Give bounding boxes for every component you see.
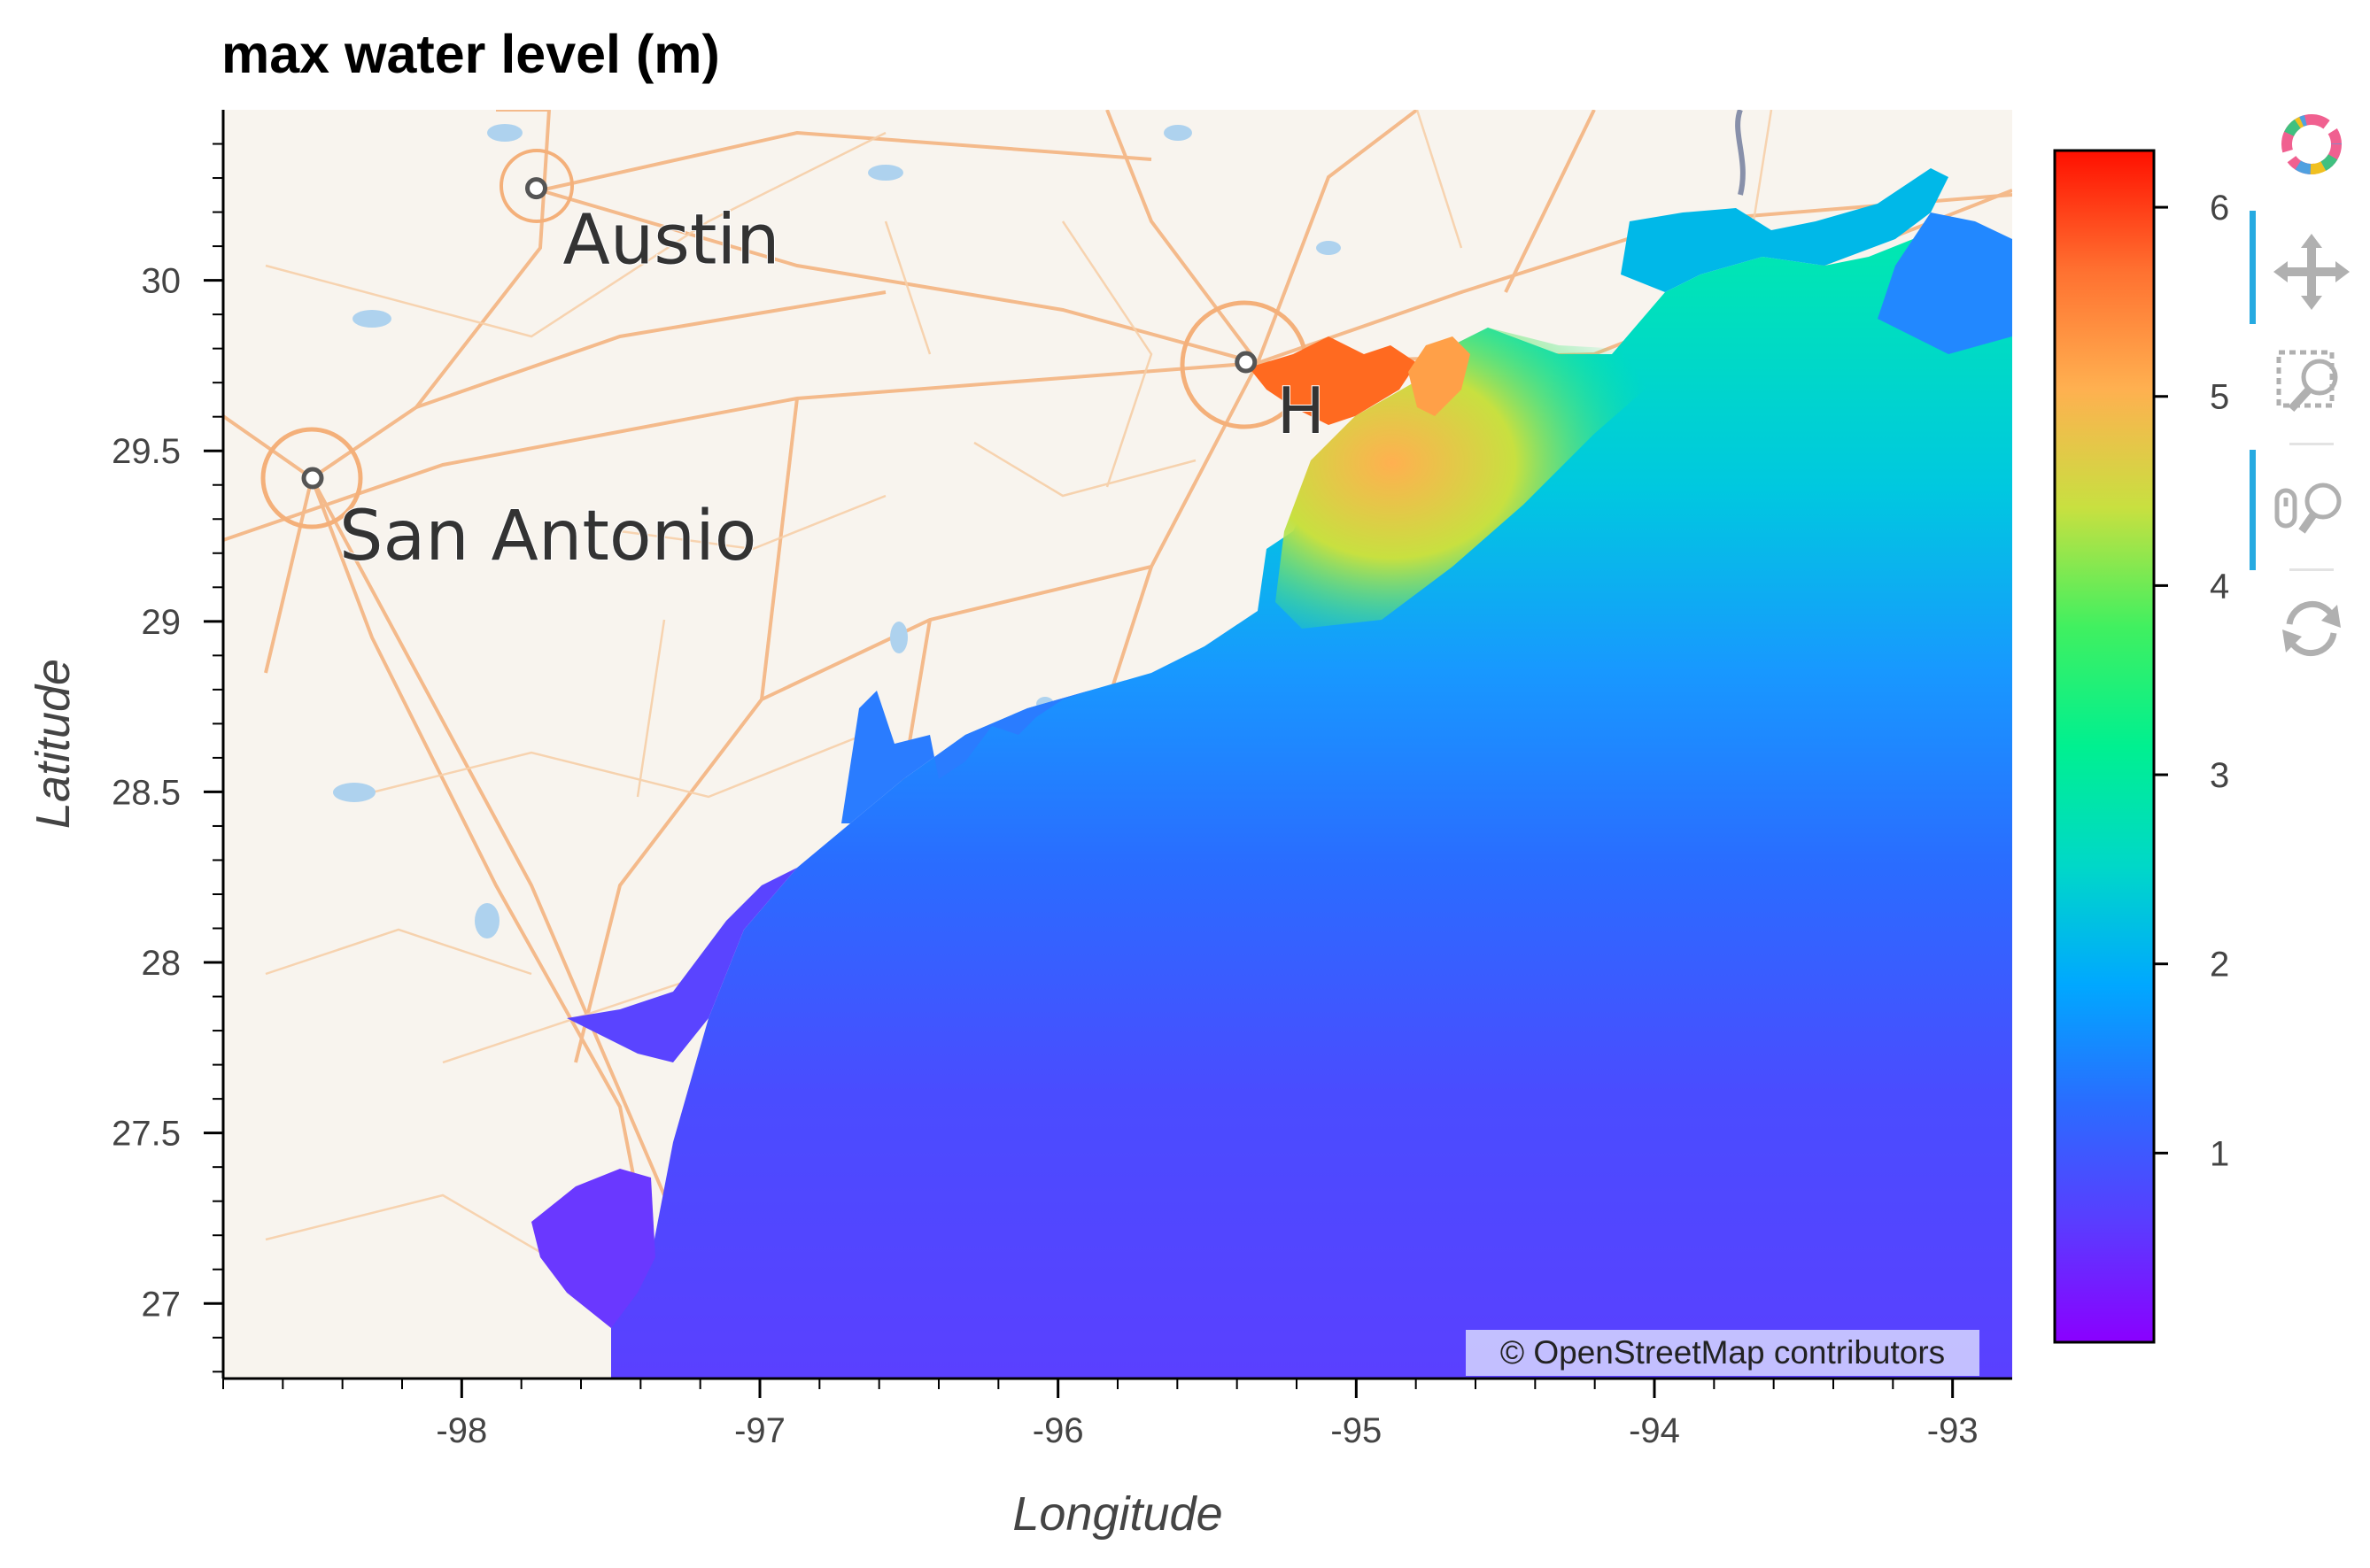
y-tick-label: 30 (142, 262, 182, 301)
y-tick-label: 28.5 (112, 773, 181, 812)
colorbar: 1 2 3 4 5 6 (2053, 149, 2229, 1344)
y-axis-minor-ticks (213, 143, 223, 1373)
x-axis-label: Longitude (1012, 1487, 1222, 1541)
bokeh-logo-icon[interactable] (2272, 104, 2351, 184)
sea-water-level (611, 239, 2012, 1379)
urban-ring-austin (500, 149, 574, 223)
x-axis-ticks: -98 -97 -96 -95 -94 -93 (436, 1379, 1979, 1450)
y-axis-label: Latitude (27, 659, 80, 829)
y-axis-ticks: 27 27.5 28 28.5 29 29.5 30 (112, 262, 223, 1324)
corpus-bays (567, 868, 797, 1062)
colorbar-tick-label: 2 (2210, 946, 2229, 985)
y-tick-label: 28 (142, 944, 182, 983)
y-tick-label: 27.5 (112, 1115, 181, 1154)
sabine-region (1621, 168, 1948, 292)
colorbar-tick-label: 5 (2210, 378, 2229, 417)
colorbar-tick-label: 1 (2210, 1134, 2229, 1173)
river (1735, 110, 1746, 196)
x-tick-label: -93 (1927, 1411, 1979, 1450)
x-tick-label: -97 (734, 1411, 786, 1450)
colorbar-ticks: 1 2 3 4 5 6 (2154, 189, 2229, 1173)
y-tick-label: 29 (142, 603, 182, 642)
bay-arm-orange (1408, 336, 1470, 416)
x-tick-label: -95 (1330, 1411, 1382, 1450)
houston-channel-surge (1249, 336, 1417, 425)
minor-roads (265, 110, 1773, 1259)
pan-icon[interactable] (2272, 232, 2351, 312)
city-label: Austin (563, 201, 780, 281)
city-markers: Austin San Antonio H (301, 177, 1326, 577)
lakes (333, 124, 1341, 938)
plot-title: max water level (m) (221, 24, 720, 84)
matagorda-bays (841, 691, 1089, 823)
toolbar-separator (2289, 443, 2334, 445)
osm-attribution[interactable]: © OpenStreetMap contributors (1466, 1330, 1979, 1376)
city-label: H (1277, 374, 1325, 448)
x-tick-label: -94 (1629, 1411, 1680, 1450)
urban-ring-sanantonio (260, 427, 363, 529)
map-area[interactable] (223, 110, 2012, 1379)
laguna-madre (531, 1169, 655, 1328)
city-label: San Antonio (339, 497, 756, 576)
galveston-bay-surge (1275, 328, 1665, 629)
pan-active-indicator (2250, 211, 2256, 324)
colorbar-rect (2053, 149, 2156, 1344)
y-tick-label: 29.5 (112, 432, 181, 471)
east-shore-water (1878, 212, 2012, 354)
colorbar-tick-label: 6 (2210, 189, 2229, 228)
toolbar-separator (2289, 568, 2334, 571)
x-tick-label: -98 (436, 1411, 487, 1450)
city-marker (525, 177, 547, 200)
x-tick-label: -96 (1033, 1411, 1084, 1450)
city-marker (1235, 351, 1258, 374)
wheel-zoom-active-indicator (2250, 450, 2256, 570)
colorbar-tick-label: 3 (2210, 756, 2229, 795)
city-marker (301, 467, 324, 490)
colorbar-tick-label: 4 (2210, 567, 2229, 606)
x-axis-minor-ticks (222, 1379, 1954, 1389)
y-tick-label: 27 (142, 1285, 182, 1324)
wheel-zoom-icon[interactable] (2272, 469, 2351, 549)
box-zoom-icon[interactable] (2272, 345, 2351, 425)
reset-icon[interactable] (2272, 589, 2351, 668)
